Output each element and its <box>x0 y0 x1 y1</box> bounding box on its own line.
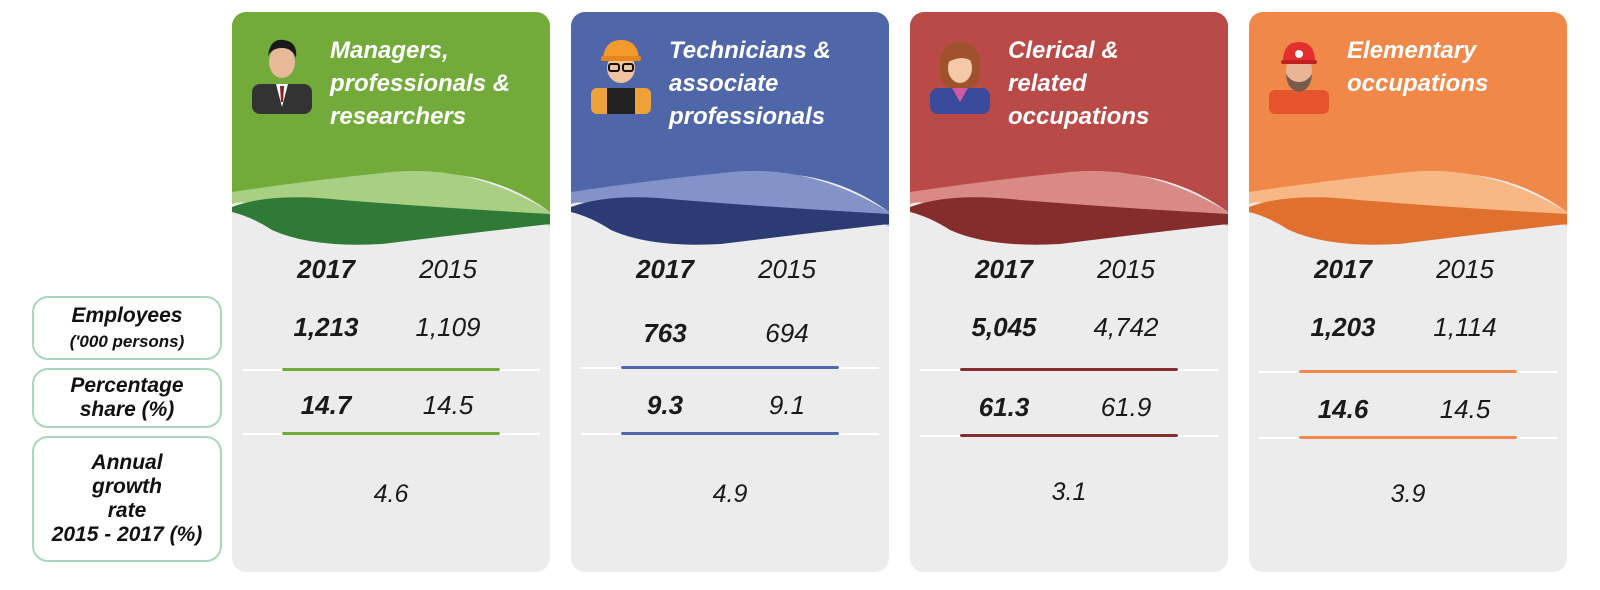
employees-current: 5,045 <box>971 312 1037 342</box>
year-current: 2017 <box>1314 254 1372 284</box>
occupation-card-managers: Managers, professionals & researchers 20… <box>232 12 550 572</box>
share-current: 9.3 <box>646 390 684 420</box>
divider <box>920 368 1218 371</box>
growth-label-line4: 2015 - 2017 (%) <box>51 523 203 547</box>
manager-icon <box>252 39 312 114</box>
card-title: Clerical & related occupations <box>1008 34 1223 133</box>
card-header: Managers, professionals & researchers <box>232 12 550 262</box>
share-current: 14.6 <box>1317 394 1369 424</box>
worker-icon <box>1269 42 1329 114</box>
card-header: Clerical & related occupations <box>910 12 1228 262</box>
card-header: Technicians & associate professionals <box>571 12 889 262</box>
employees-current: 1,213 <box>293 312 359 342</box>
card-title: Managers, professionals & researchers <box>330 34 545 133</box>
occupation-card-clerical: Clerical & related occupations 2017 2015… <box>910 12 1228 572</box>
employees-previous: 4,742 <box>1093 312 1159 342</box>
share-previous: 14.5 <box>1439 394 1491 424</box>
divider <box>1259 370 1557 373</box>
year-previous: 2015 <box>1097 254 1155 284</box>
year-previous: 2015 <box>419 254 477 284</box>
growth-rate: 4.9 <box>712 480 748 508</box>
percentage-label-line1: Percentage <box>70 373 184 397</box>
share-current: 14.7 <box>300 390 352 420</box>
title-line: professionals <box>669 103 826 131</box>
title-line: Elementary <box>1347 37 1477 64</box>
share-previous: 14.5 <box>422 390 474 420</box>
title-line: occupations <box>1008 103 1150 131</box>
growth-row-label: Annual growth rate 2015 - 2017 (%) <box>32 436 222 562</box>
employees-label: Employees <box>71 304 183 328</box>
employees-unit-label: ('000 persons) <box>69 332 185 352</box>
employees-previous: 1,109 <box>415 312 481 342</box>
technician-icon <box>591 40 651 114</box>
growth-label-line1: Annual <box>91 450 163 474</box>
divider <box>1259 436 1557 439</box>
year-previous: 2015 <box>758 254 816 284</box>
title-line: Technicians & <box>669 37 831 64</box>
employees-row-label: Employees ('000 persons) <box>32 296 222 360</box>
employees-previous: 694 <box>765 318 809 348</box>
divider <box>920 434 1218 437</box>
occupation-card-technicians: Technicians & associate professionals 20… <box>571 12 889 572</box>
year-current: 2017 <box>636 254 694 284</box>
card-title: Technicians & associate professionals <box>669 34 884 133</box>
percentage-label-line2: share (%) <box>79 398 175 421</box>
year-current: 2017 <box>297 254 355 284</box>
employees-previous: 1,114 <box>1433 312 1497 342</box>
occupation-card-elementary: Elementary occupations 2017 2015 1,203 1… <box>1249 12 1567 572</box>
year-current: 2017 <box>975 254 1033 284</box>
growth-rate: 3.1 <box>1051 478 1087 506</box>
divider <box>581 432 879 435</box>
employees-current: 1,203 <box>1310 312 1376 342</box>
percentage-row-label: Percentage share (%) <box>32 368 222 428</box>
title-line: Managers, <box>330 37 449 64</box>
title-line: researchers <box>330 103 467 131</box>
divider <box>242 432 540 435</box>
card-title: Elementary occupations <box>1347 34 1562 100</box>
share-previous: 61.9 <box>1100 392 1152 422</box>
employees-current: 763 <box>643 318 687 348</box>
year-previous: 2015 <box>1436 254 1494 284</box>
growth-label-line3: rate <box>107 499 147 522</box>
share-current: 61.3 <box>978 392 1030 422</box>
title-line: professionals & <box>330 70 511 98</box>
clerk-icon <box>930 42 990 114</box>
growth-rate: 3.9 <box>1390 480 1426 508</box>
title-line: occupations <box>1347 70 1489 98</box>
divider <box>581 366 879 369</box>
title-line: associate <box>669 70 779 98</box>
growth-label-line2: growth <box>92 474 162 498</box>
card-header: Elementary occupations <box>1249 12 1567 262</box>
divider <box>242 368 540 371</box>
growth-rate: 4.6 <box>373 480 409 508</box>
title-line: related <box>1008 70 1087 98</box>
share-previous: 9.1 <box>768 390 806 420</box>
title-line: Clerical & <box>1008 37 1119 64</box>
